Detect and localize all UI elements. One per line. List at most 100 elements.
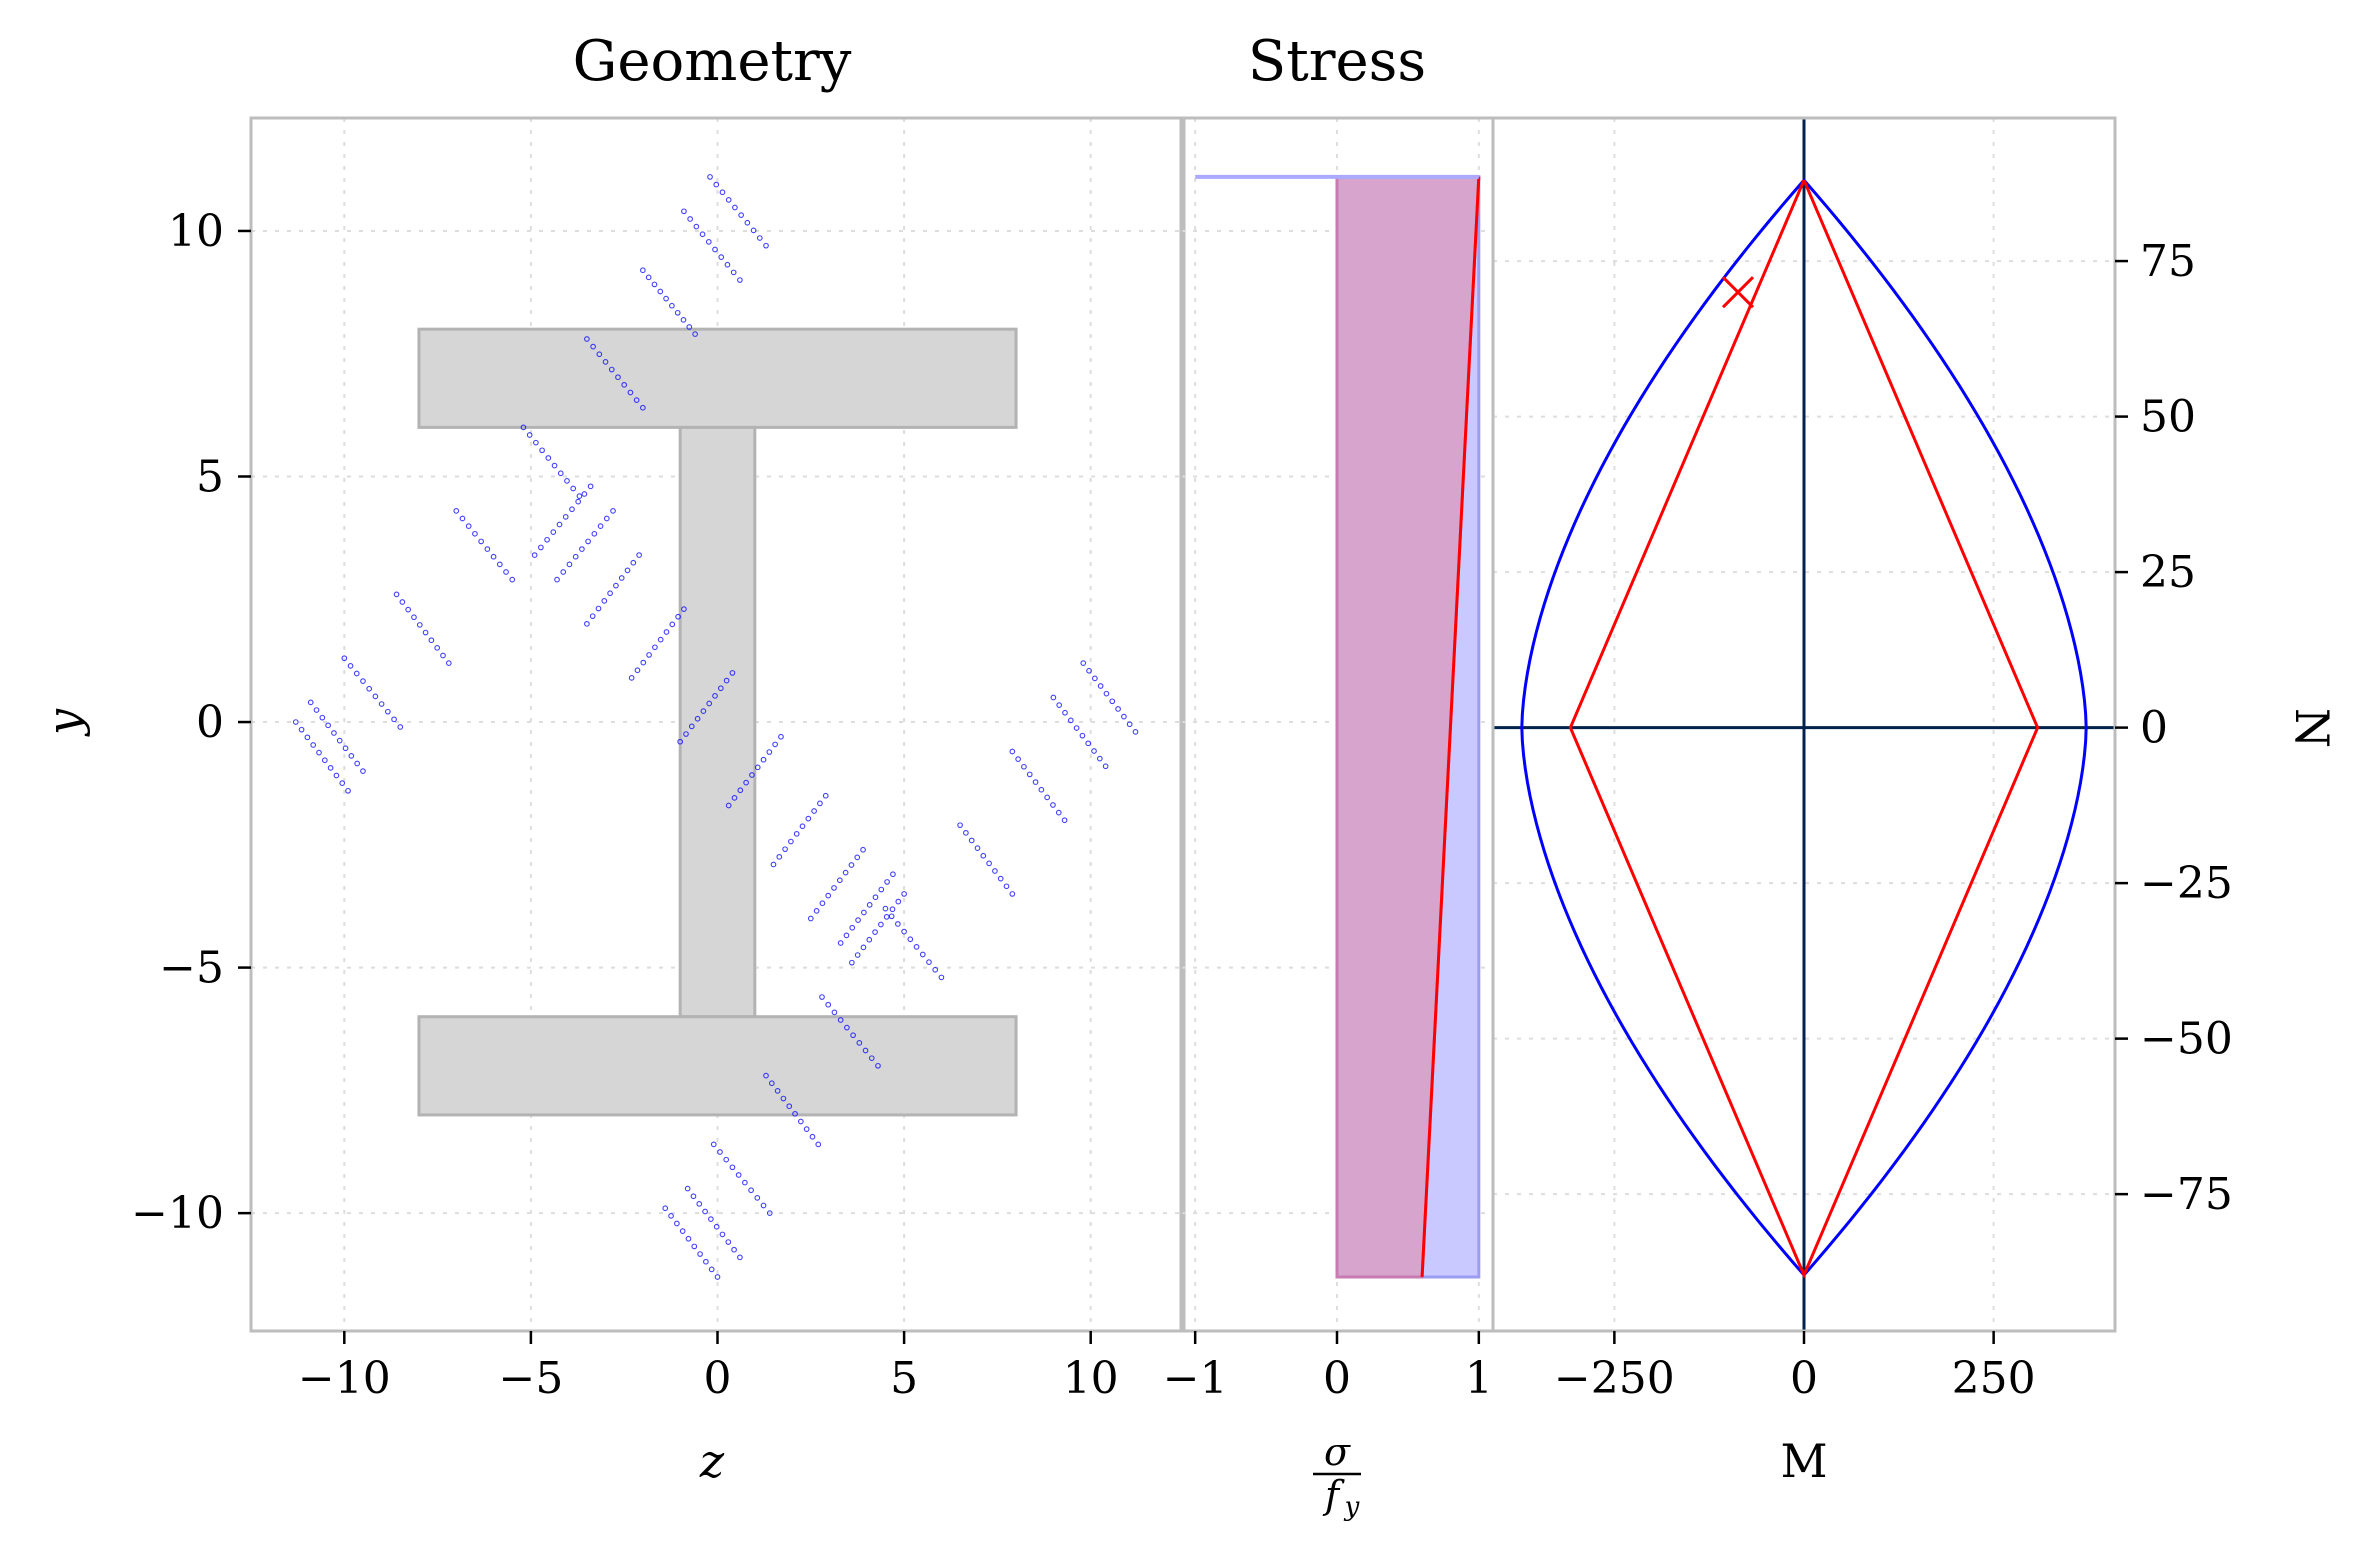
fiber-point (411, 614, 417, 621)
fiber-point (713, 181, 720, 188)
fiber-point (776, 853, 783, 860)
fiber-point (813, 907, 820, 914)
bottom-flange (417, 1015, 1018, 1117)
fiber-point (679, 1228, 686, 1234)
fiber-point (1050, 694, 1057, 701)
fiber-point (416, 622, 423, 628)
fiber-point (630, 559, 637, 566)
fiber-point (895, 898, 902, 905)
fiber-point (926, 959, 932, 965)
fiber-point (831, 885, 837, 891)
fiber-point (819, 994, 825, 1000)
fiber-point (1103, 690, 1110, 697)
stress-panel: −1 0 1 Stress σ f y (1163, 29, 1495, 1522)
fiber-point (756, 235, 763, 241)
geometry-xtick-label: −5 (498, 1353, 563, 1404)
fiber-point (366, 685, 373, 692)
fiber-point (849, 959, 855, 966)
fiber-point (760, 756, 767, 763)
fiber-point (780, 1095, 787, 1102)
fiber-point (304, 734, 311, 741)
fiber-point (640, 659, 647, 666)
fiber-point (883, 913, 890, 920)
fiber-point (1115, 706, 1121, 712)
fiber-point (336, 737, 343, 744)
fiber-point (596, 351, 603, 358)
fiber-point (1086, 667, 1092, 674)
fiber-point (544, 536, 550, 543)
fiber-point (587, 483, 594, 490)
fiber-point (663, 629, 670, 635)
fiber-point (319, 714, 326, 721)
fiber-point (997, 875, 1004, 882)
fiber-point (717, 685, 724, 692)
fiber-point (692, 331, 698, 337)
geometry-grid (251, 118, 1184, 1331)
fiber-point (640, 404, 646, 411)
fiber-point (1085, 740, 1092, 747)
fiber-point (866, 936, 873, 943)
fiber-point (608, 366, 615, 373)
fiber-point (601, 598, 608, 604)
fiber-point (729, 670, 736, 676)
fiber-point (1044, 794, 1051, 801)
fiber-point (607, 590, 613, 597)
geometry-panel: −10 −5 0 5 10 −10 −5 0 5 10 Geometry z y (37, 29, 1186, 1488)
fiber-point (621, 381, 628, 388)
fiber-point (890, 871, 896, 878)
fiber-point (1009, 748, 1016, 755)
fiber-point (837, 1017, 844, 1023)
fiber-point (683, 731, 689, 737)
fiber-point (737, 1254, 743, 1261)
fiber-point (737, 277, 743, 283)
fiber-point (872, 894, 879, 901)
fiber-point (855, 917, 861, 923)
fiber-point (686, 324, 693, 330)
fiber-point (354, 760, 361, 767)
interaction-ytick-label: 25 (2140, 547, 2196, 598)
stress-red-line (1420, 176, 1481, 1278)
fiber-point (723, 1156, 730, 1163)
fiber-point (669, 621, 676, 628)
fiber-point (669, 302, 675, 309)
fiber-point (693, 223, 700, 230)
fiber-point (572, 553, 579, 560)
geometry-xtick-label: 0 (704, 1353, 732, 1404)
geometry-xtick-label: 5 (890, 1353, 918, 1404)
fiber-point (472, 530, 478, 537)
fiber-point (564, 478, 570, 484)
stress-xlabel-numerator: σ (1324, 1430, 1351, 1474)
fiber-point (339, 780, 346, 787)
fiber-point (754, 1195, 761, 1201)
fiber-point (992, 868, 998, 874)
fiber-point (919, 951, 926, 958)
fiber-point (737, 787, 744, 794)
fiber-points (292, 174, 1139, 1280)
fiber-point (589, 613, 596, 620)
fiber-point (627, 389, 634, 396)
fiber-point (533, 439, 539, 446)
fiber-point (1091, 675, 1098, 682)
fiber-point (677, 738, 684, 745)
geometry-xtick-label: 10 (1063, 1353, 1119, 1404)
fiber-point (674, 309, 681, 316)
fiber-point (685, 1235, 692, 1242)
fiber-point (854, 854, 861, 861)
fiber-point (1121, 713, 1127, 720)
fiber-point (766, 1210, 773, 1216)
stress-xtick-label: 1 (1465, 1353, 1493, 1404)
fiber-point (748, 1187, 754, 1194)
fiber-point (766, 749, 773, 755)
fiber-point (774, 1088, 781, 1094)
fiber-point (652, 644, 658, 651)
fiber-point (478, 538, 484, 545)
fiber-point (901, 891, 907, 897)
fiber-point (342, 745, 349, 752)
fiber-point (331, 730, 337, 736)
fiber-point (712, 693, 718, 699)
fiber-point (723, 677, 730, 684)
fiber-point (333, 772, 340, 779)
fiber-point (393, 591, 400, 598)
fiber-point (348, 753, 355, 759)
fiber-point (860, 846, 866, 853)
